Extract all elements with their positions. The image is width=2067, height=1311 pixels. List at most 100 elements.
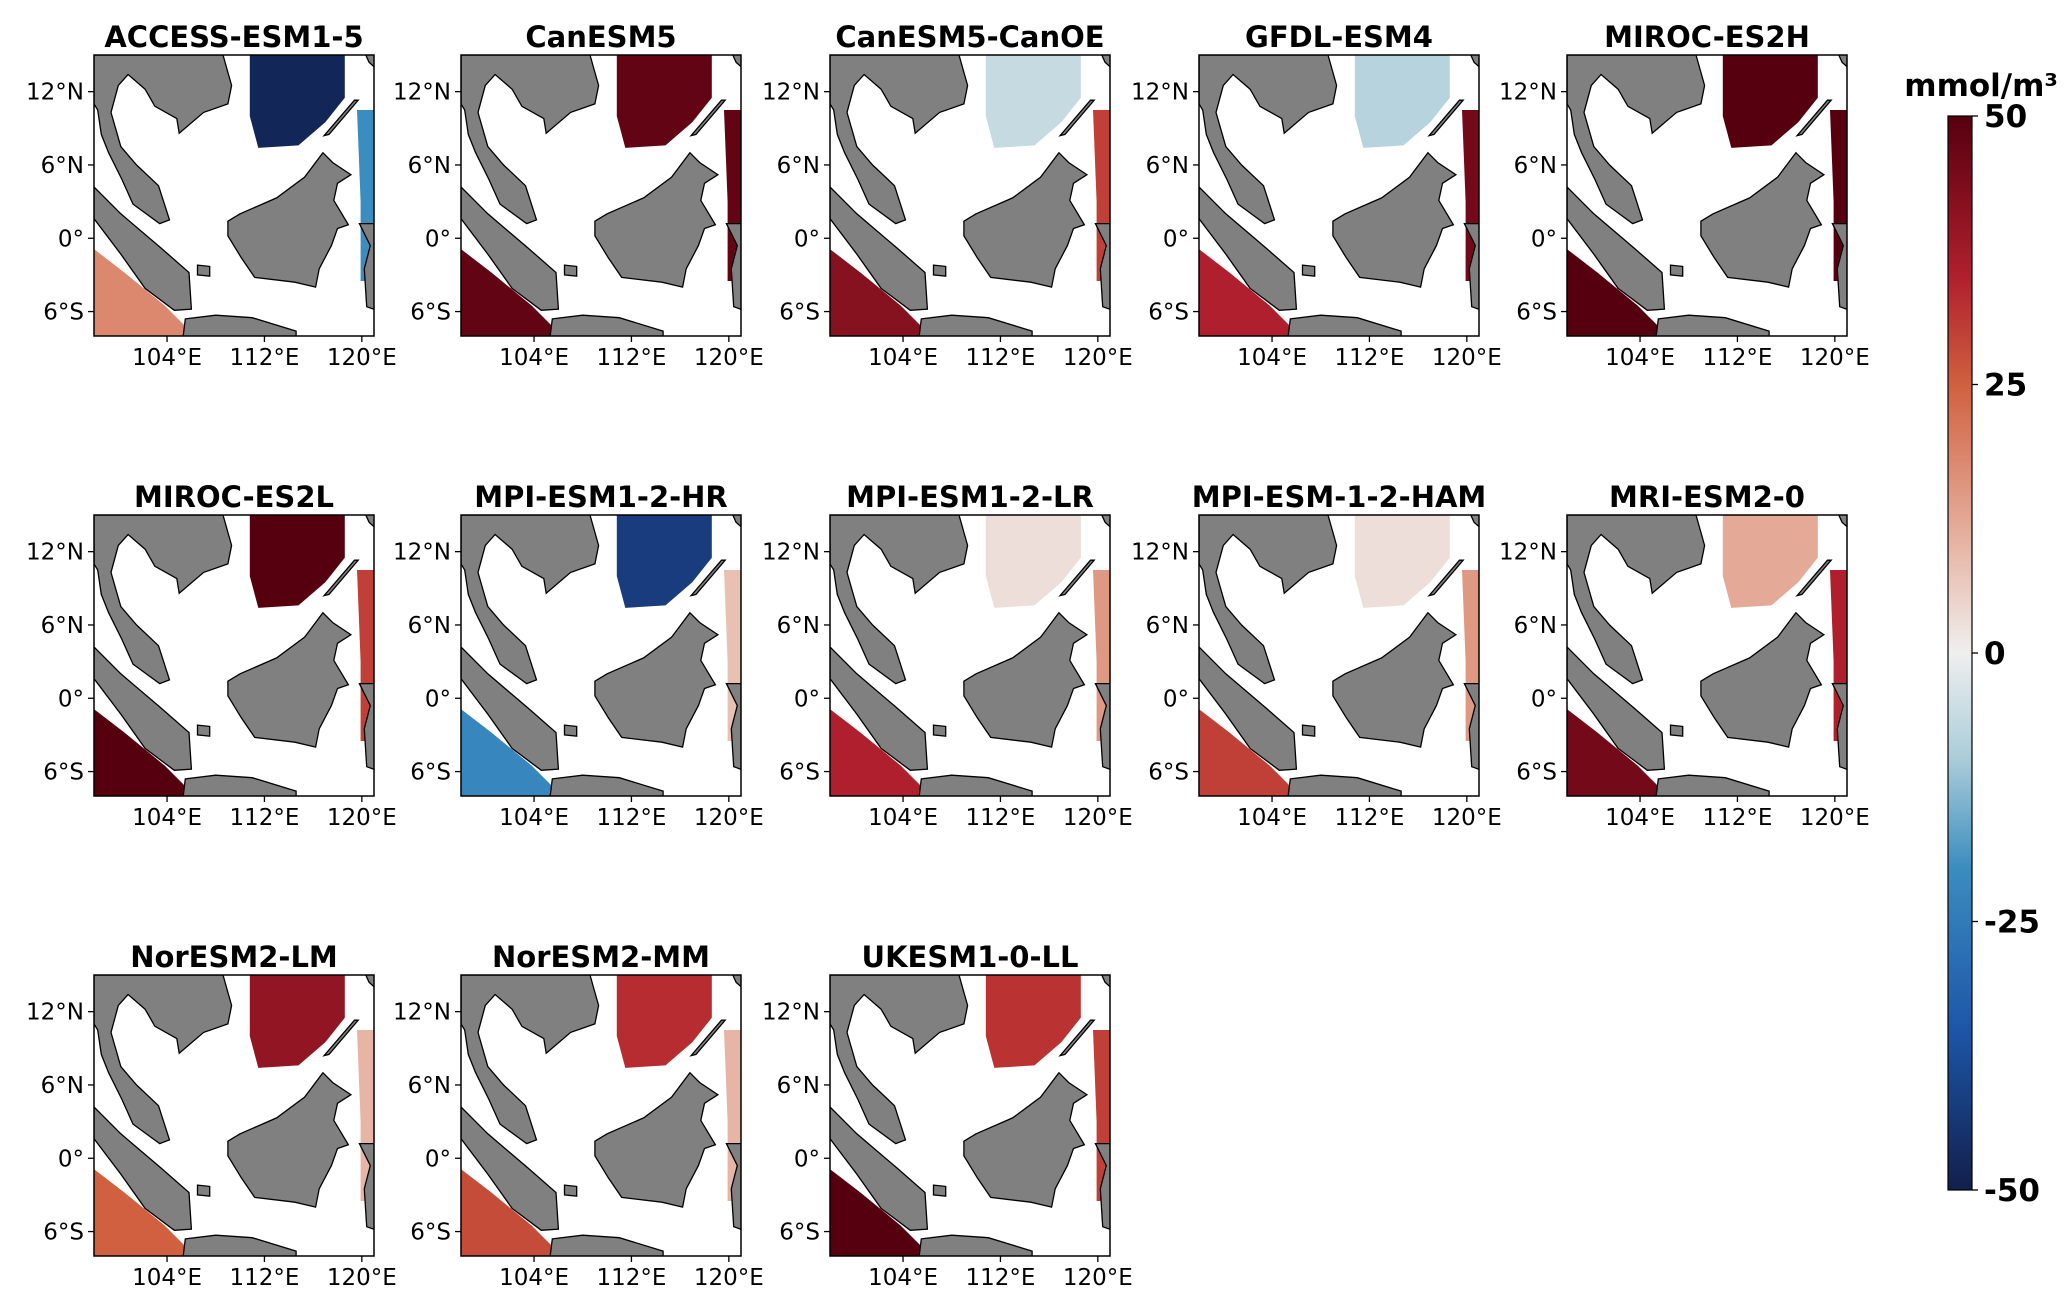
land [1700, 151, 1826, 288]
panel-frame [829, 974, 1111, 1257]
land [1287, 774, 1402, 796]
x-tick-label: 112°E [596, 1265, 666, 1291]
y-tick-label: 6°N [1146, 153, 1189, 179]
anomaly-patch [616, 975, 712, 1068]
map-panel [94, 975, 374, 1256]
land [963, 151, 1089, 288]
x-tick-label: 112°E [965, 805, 1035, 831]
y-tick-label: 0° [58, 686, 84, 712]
map-panel [461, 515, 741, 796]
land [1463, 222, 1479, 311]
y-tick-label: 12°N [393, 1000, 451, 1026]
x-tick-label: 120°E [1063, 1265, 1133, 1291]
map-panel [1567, 515, 1847, 796]
land [182, 1234, 297, 1256]
land [461, 1105, 560, 1231]
map-panel [830, 515, 1110, 796]
land [725, 222, 741, 311]
y-tick-label: 6°N [41, 153, 84, 179]
panel-title: MRI-ESM2-0 [1609, 480, 1805, 514]
x-tick-label: 104°E [132, 805, 202, 831]
land [1655, 774, 1770, 796]
x-tick-label: 112°E [229, 1265, 299, 1291]
anomaly-patch [1354, 515, 1450, 608]
land [830, 55, 969, 225]
x-tick-label: 120°E [327, 345, 397, 371]
land [461, 645, 560, 771]
land [182, 774, 297, 796]
y-tick-label: 6°S [1148, 300, 1189, 326]
x-tick-label: 120°E [1432, 345, 1502, 371]
land [1058, 559, 1096, 597]
land [1058, 99, 1096, 137]
land [830, 515, 969, 685]
y-tick-label: 12°N [26, 1000, 84, 1026]
x-tick-label: 120°E [327, 1265, 397, 1291]
panel-title: GFDL-ESM4 [1245, 20, 1433, 54]
land [227, 151, 353, 288]
x-tick-label: 112°E [1702, 805, 1772, 831]
y-tick-label: 6°N [408, 153, 451, 179]
panel-title: MIROC-ES2H [1604, 20, 1810, 54]
land [322, 99, 360, 137]
y-tick-label: 6°S [43, 760, 84, 786]
x-tick-label: 120°E [694, 805, 764, 831]
map-panel [461, 975, 741, 1256]
land [227, 1071, 353, 1208]
land [549, 1234, 664, 1256]
land [1427, 99, 1465, 137]
anomaly-patch [985, 975, 1081, 1068]
land [1795, 559, 1833, 597]
y-tick-label: 6°N [777, 153, 820, 179]
map-panel [94, 515, 374, 796]
anomaly-patch [830, 1169, 932, 1256]
land [963, 1071, 1089, 1208]
y-tick-label: 12°N [1131, 540, 1189, 566]
land [1301, 264, 1316, 277]
land [549, 774, 664, 796]
panel-frame [1566, 514, 1848, 797]
land [830, 1105, 929, 1231]
panel-frame [460, 514, 742, 797]
panel-title: MPI-ESM-1-2-HAM [1192, 480, 1487, 514]
land [1567, 185, 1666, 311]
panel-title: CanESM5 [525, 20, 676, 54]
panel-frame [93, 974, 375, 1257]
land [563, 1184, 578, 1197]
y-tick-label: 0° [794, 686, 820, 712]
colorbar-label: mmol/m³ [1904, 68, 2058, 104]
land [94, 515, 233, 685]
anomaly-patch [1567, 249, 1669, 336]
land [1301, 724, 1316, 737]
y-tick-label: 6°N [408, 1073, 451, 1099]
panel-frame [829, 514, 1111, 797]
panel-frame [1198, 514, 1480, 797]
land [94, 185, 193, 311]
land [1101, 515, 1110, 528]
panel-frame [1198, 54, 1480, 337]
land [594, 151, 720, 288]
land [689, 559, 727, 597]
y-tick-label: 12°N [393, 80, 451, 106]
land [1199, 185, 1298, 311]
x-tick-label: 112°E [1334, 345, 1404, 371]
land [594, 611, 720, 748]
panel-title: NorESM2-MM [492, 940, 710, 974]
x-tick-label: 120°E [694, 1265, 764, 1291]
y-tick-label: 6°N [1514, 613, 1557, 639]
x-tick-label: 112°E [229, 805, 299, 831]
panel-title: UKESM1-0-LL [862, 940, 1079, 974]
anomaly-patch [985, 55, 1081, 148]
y-tick-label: 6°N [1514, 153, 1557, 179]
land [461, 975, 600, 1145]
y-tick-label: 6°S [1516, 760, 1557, 786]
anomaly-patch [249, 55, 345, 148]
anomaly-patch [1722, 515, 1818, 608]
colorbar [1947, 115, 1973, 1191]
panel-frame [1566, 54, 1848, 337]
panel-frame [460, 54, 742, 337]
land [1795, 99, 1833, 137]
panel-frame [93, 54, 375, 337]
y-tick-label: 12°N [1499, 80, 1557, 106]
land [1094, 682, 1110, 771]
